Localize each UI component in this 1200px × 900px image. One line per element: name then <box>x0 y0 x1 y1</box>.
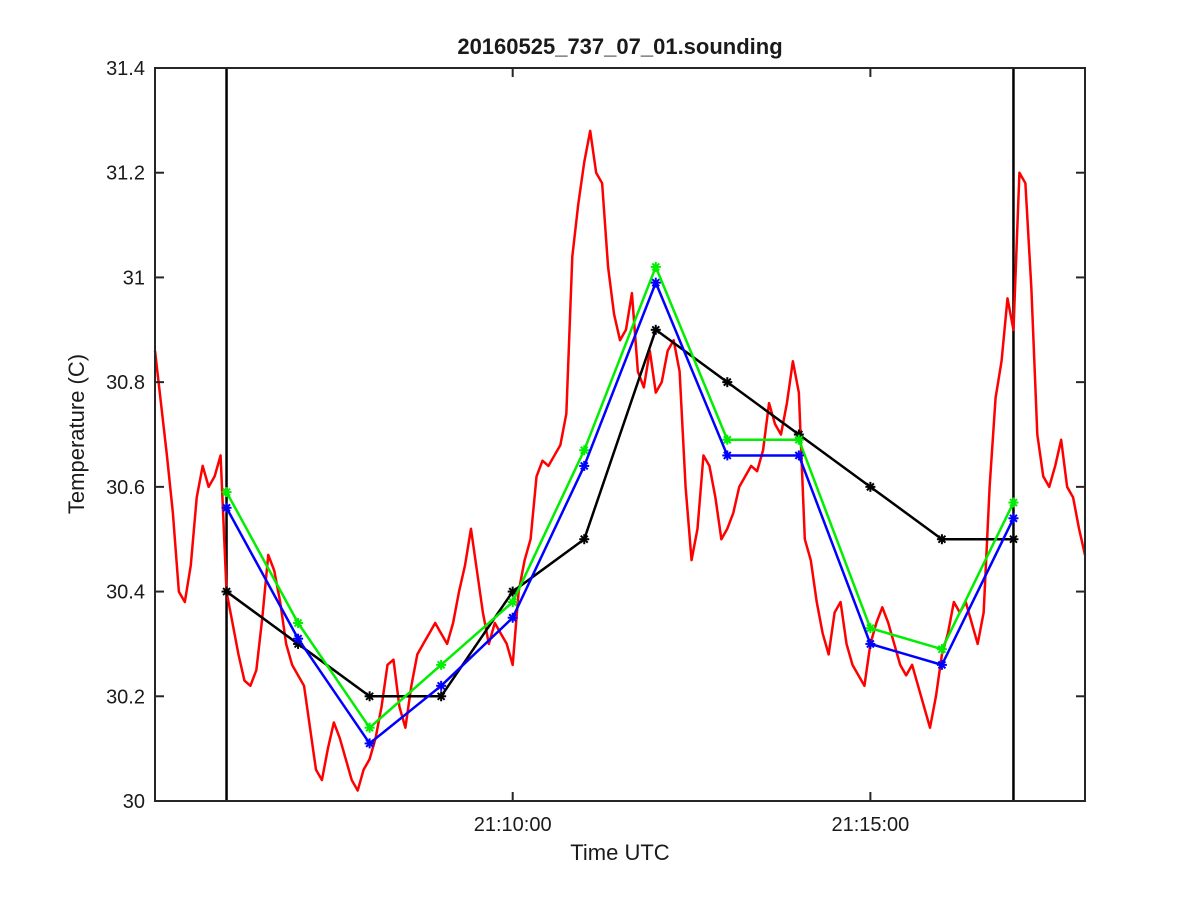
data-point-marker <box>865 638 876 649</box>
data-point-marker <box>650 261 661 272</box>
data-point-marker <box>793 434 804 445</box>
data-point-marker <box>579 460 590 471</box>
series-line <box>225 265 1015 729</box>
y-tick-label: 30.6 <box>106 477 145 499</box>
data-point-marker <box>1008 513 1019 524</box>
plot-frame <box>154 67 1086 802</box>
data-point-marker <box>436 659 447 670</box>
data-point-marker <box>936 644 947 655</box>
data-point-marker <box>293 617 304 628</box>
data-point-marker <box>436 680 447 691</box>
data-point-marker <box>436 691 447 702</box>
data-point-marker <box>936 534 947 545</box>
data-point-marker <box>650 277 661 288</box>
data-point-marker <box>722 450 733 461</box>
data-point-marker <box>1008 534 1019 545</box>
data-point-marker <box>364 722 375 733</box>
data-point-marker <box>793 450 804 461</box>
data-point-marker <box>722 434 733 445</box>
x-tick-label: 21:10:00 <box>474 814 552 836</box>
data-point-marker <box>936 659 947 670</box>
x-tick-label: 21:15:00 <box>831 814 909 836</box>
x-axis-label: Time UTC <box>570 840 670 865</box>
data-point-marker <box>507 586 518 597</box>
series-line <box>225 281 1015 745</box>
data-point-marker <box>364 738 375 749</box>
data-point-marker <box>507 597 518 608</box>
chart-title: 20160525_737_07_01.sounding <box>457 34 782 59</box>
data-point-marker <box>865 481 876 492</box>
y-tick-label: 30.4 <box>106 582 145 604</box>
series-line <box>225 328 1014 698</box>
y-tick-label: 30.2 <box>106 686 145 708</box>
y-tick-label: 30.8 <box>106 372 145 394</box>
data-point-marker <box>722 377 733 388</box>
data-point-marker <box>221 502 232 513</box>
y-tick-label: 30 <box>123 791 145 813</box>
data-point-marker <box>650 324 661 335</box>
data-point-marker <box>865 623 876 634</box>
y-tick-label: 31.4 <box>106 58 145 80</box>
data-point-marker <box>579 445 590 456</box>
series-line <box>153 129 1087 792</box>
data-point-marker <box>221 586 232 597</box>
data-point-marker <box>507 612 518 623</box>
data-layer <box>153 68 1087 801</box>
data-point-marker <box>293 633 304 644</box>
y-axis-label: Temperature (C) <box>64 354 89 514</box>
data-point-marker <box>579 534 590 545</box>
data-point-marker <box>364 691 375 702</box>
y-tick-label: 31.2 <box>106 163 145 185</box>
tick-layer: 30 30.2 30.4 30.6 30.8 31 31.2 31.4 21:10:00 21:1… <box>106 58 1085 836</box>
data-point-marker <box>221 487 232 498</box>
data-point-marker <box>1008 497 1019 508</box>
y-tick-label: 31 <box>123 267 145 289</box>
